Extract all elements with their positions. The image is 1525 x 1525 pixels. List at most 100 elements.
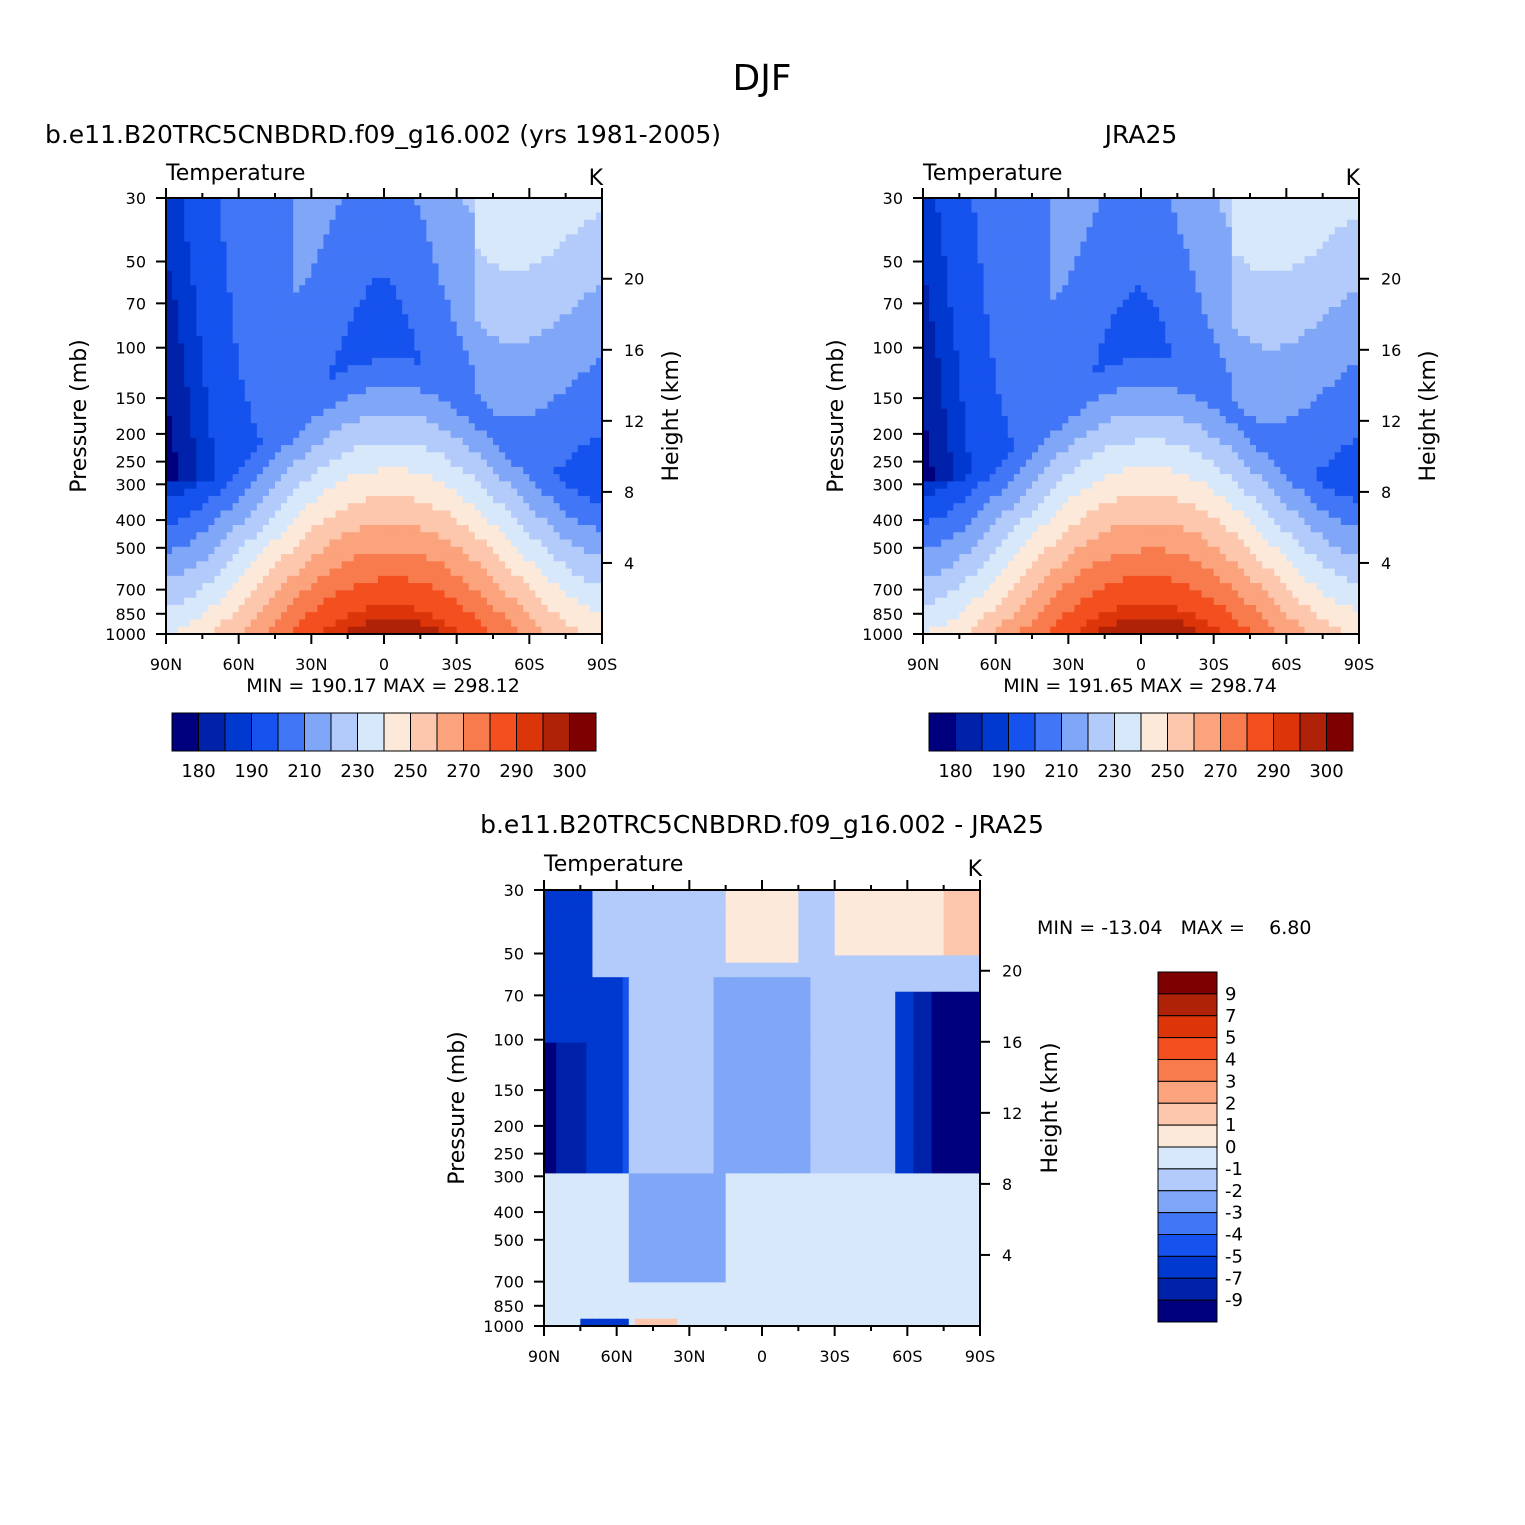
contour-cell <box>577 285 585 294</box>
contour-cell <box>432 263 440 272</box>
contour-cell <box>589 285 597 294</box>
contour-cell <box>553 365 561 373</box>
contour-cell <box>305 619 312 628</box>
contour-cell <box>287 416 294 424</box>
contour-cell <box>553 227 561 235</box>
colorbar-swatch <box>304 712 332 752</box>
contour-cell <box>220 277 228 286</box>
contour-cell <box>1122 212 1130 221</box>
contour-cell <box>1262 227 1269 235</box>
contour-cell <box>377 510 385 519</box>
contour-cell <box>305 357 312 366</box>
colorbar-swatch <box>569 712 597 752</box>
colorbar-label: 300 <box>552 761 586 782</box>
contour-cell <box>335 263 343 272</box>
contour-cell <box>541 546 549 555</box>
contour-cell <box>384 517 391 526</box>
contour-cell <box>474 481 482 490</box>
contour-cell <box>311 205 318 214</box>
contour-cell <box>1068 234 1075 243</box>
contour-cell <box>196 227 203 235</box>
contour-cell <box>347 357 355 366</box>
contour-cell <box>565 554 573 562</box>
contour-cell <box>480 525 488 533</box>
contour-cell <box>232 241 240 250</box>
contour-cell <box>196 307 203 315</box>
contour-cell <box>390 583 397 591</box>
contour-cell <box>281 452 288 461</box>
contour-cell <box>214 525 222 533</box>
contour-cell <box>226 386 234 395</box>
contour-cell <box>511 292 518 301</box>
contour-cell <box>438 379 446 388</box>
contour-cell <box>1044 198 1051 206</box>
contour-cell <box>287 503 294 512</box>
contour-cell <box>299 575 306 584</box>
contour-cell <box>444 350 452 359</box>
contour-cell <box>202 561 209 570</box>
contour-cell <box>1250 227 1257 235</box>
contour-cell <box>935 227 942 235</box>
contour-cell <box>408 379 415 388</box>
contour-cell <box>402 205 409 214</box>
contour-cell <box>166 423 173 432</box>
contour-cell <box>396 277 403 286</box>
contour-cell <box>256 525 264 533</box>
contour-cell <box>438 328 446 337</box>
contour-cell <box>438 205 446 214</box>
contour-cell <box>214 299 222 308</box>
contour-cell <box>214 248 222 257</box>
contour-cell <box>196 263 203 272</box>
contour-cell <box>166 510 173 519</box>
contour-cell <box>1134 241 1142 250</box>
contour-cell <box>1098 198 1106 206</box>
contour-cell <box>511 328 518 337</box>
contour-cell <box>172 263 179 272</box>
contour-cell <box>450 619 458 628</box>
contour-cell <box>184 488 191 497</box>
contour-cell <box>456 568 464 577</box>
contour-cell <box>414 241 421 250</box>
contour-cell <box>317 510 325 519</box>
contour-cell <box>402 314 409 323</box>
contour-cell <box>408 299 415 308</box>
contour-cell <box>450 256 458 264</box>
contour-cell <box>577 539 585 548</box>
contour-cell <box>505 386 512 395</box>
contour-cell <box>426 474 434 482</box>
contour-cell <box>414 285 421 294</box>
contour-cell <box>1141 212 1148 221</box>
contour-cell <box>499 205 506 214</box>
contour-cell <box>420 270 427 279</box>
contour-cell <box>529 350 536 359</box>
contour-cell <box>493 575 500 584</box>
contour-cell <box>190 299 197 308</box>
contour-cell <box>444 495 452 504</box>
contour-cell <box>178 525 185 533</box>
contour-cell <box>347 408 355 417</box>
contour-cell <box>329 263 337 272</box>
contour-cell <box>420 525 427 533</box>
contour-cell <box>287 568 294 577</box>
contour-cell <box>1007 205 1015 214</box>
contour-cell <box>414 430 421 439</box>
contour-cell <box>462 495 470 504</box>
contour-cell <box>414 357 421 366</box>
contour-cell <box>595 430 603 439</box>
contour-cell <box>166 517 173 526</box>
contour-cell <box>553 292 561 301</box>
contour-cell <box>595 416 603 424</box>
contour-cell <box>256 212 264 221</box>
contour-cell <box>196 394 203 403</box>
contour-cell <box>365 583 373 591</box>
contour-cell <box>311 401 318 410</box>
contour-cell <box>438 517 446 526</box>
contour-cell <box>390 234 397 243</box>
contour-cell <box>281 590 288 599</box>
contour-cell <box>420 365 427 373</box>
contour-cell <box>396 198 403 206</box>
contour-cell <box>529 437 536 446</box>
contour-cell <box>317 546 325 555</box>
contour-cell <box>1286 227 1293 235</box>
contour-cell <box>262 575 270 584</box>
